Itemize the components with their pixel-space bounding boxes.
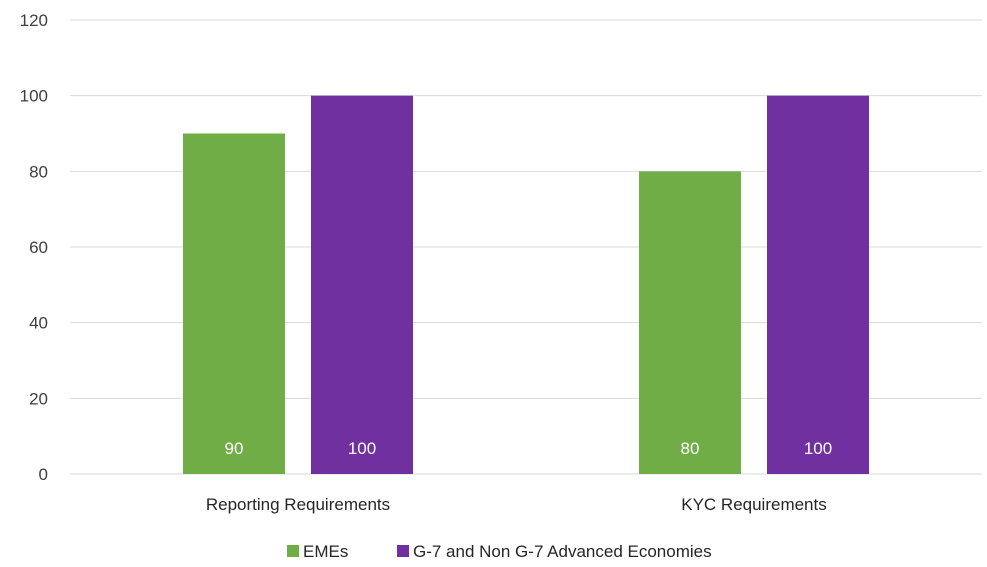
bar-advanced-0 — [311, 95, 413, 475]
bar-advanced-1 — [767, 95, 869, 475]
y-tick-label: 100 — [20, 87, 48, 106]
legend: EMEs G-7 and Non G-7 Advanced Economies — [287, 542, 712, 561]
y-axis: 0 20 40 60 80 100 120 — [20, 11, 48, 484]
data-label: 100 — [804, 439, 832, 458]
legend-label-0: EMEs — [303, 542, 348, 561]
bars — [183, 95, 869, 475]
x-axis: Reporting Requirements KYC Requirements — [206, 495, 827, 514]
y-tick-label: 60 — [29, 238, 48, 257]
legend-swatch-1 — [397, 545, 409, 557]
x-category-label: Reporting Requirements — [206, 495, 390, 514]
x-category-label: KYC Requirements — [681, 495, 827, 514]
bar-emes-0 — [183, 133, 285, 474]
data-label: 100 — [348, 439, 376, 458]
data-label: 90 — [225, 439, 244, 458]
legend-label-1: G-7 and Non G-7 Advanced Economies — [413, 542, 712, 561]
legend-swatch-0 — [287, 545, 299, 557]
y-tick-label: 80 — [29, 162, 48, 181]
y-tick-label: 0 — [39, 465, 48, 484]
bar-emes-1 — [639, 171, 741, 475]
data-labels: 90 100 80 100 — [225, 439, 833, 458]
y-tick-label: 120 — [20, 11, 48, 30]
data-label: 80 — [681, 439, 700, 458]
y-tick-label: 20 — [29, 389, 48, 408]
y-tick-label: 40 — [29, 314, 48, 333]
